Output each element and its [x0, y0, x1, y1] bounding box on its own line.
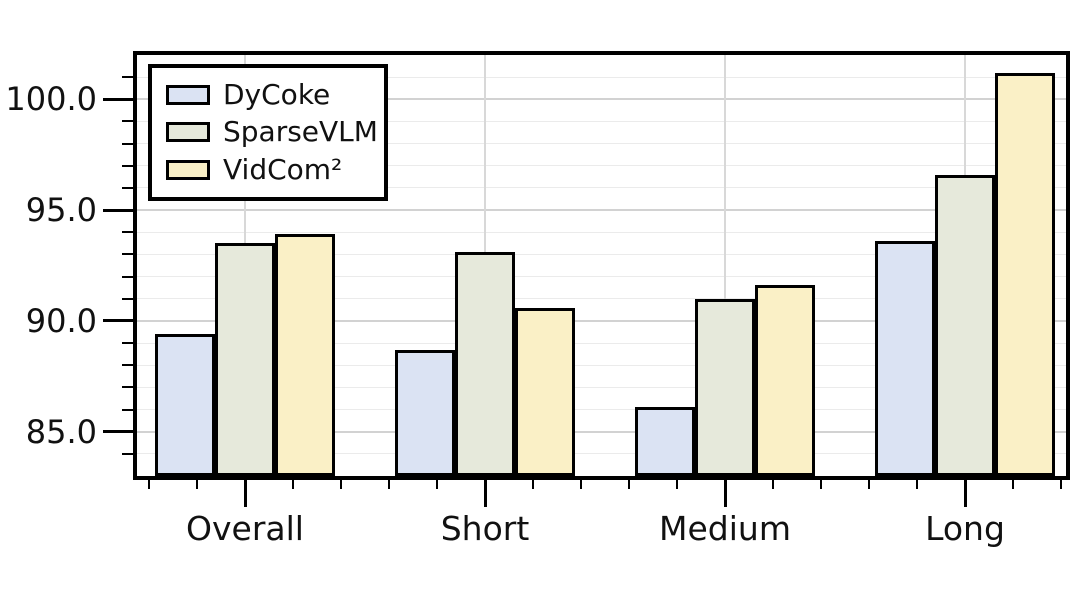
bar-medium-dycoke — [635, 407, 695, 476]
gridline-major — [137, 430, 1066, 433]
x-minor-tick — [436, 480, 438, 489]
bar-long-sparsevlm — [935, 174, 995, 476]
x-category-label: Medium — [659, 509, 791, 548]
legend-label: VidCom² — [223, 153, 343, 187]
y-minor-tick — [122, 452, 133, 455]
bar-long-dycoke — [875, 241, 935, 476]
bar-medium-vidcom — [755, 285, 815, 476]
y-major-tick — [103, 208, 133, 212]
y-minor-tick — [122, 120, 133, 123]
gridline-major — [137, 98, 1066, 101]
bar-overall-dycoke — [155, 334, 215, 476]
gridline-minor — [137, 386, 1066, 388]
x-category-label: Long — [925, 509, 1005, 548]
plot-area — [137, 55, 1066, 476]
gridline-minor — [137, 231, 1066, 233]
legend-label: SparseVLM — [223, 115, 378, 149]
bar-short-dycoke — [395, 349, 455, 476]
legend-item: DyCoke — [166, 77, 384, 111]
bar-short-vidcom — [515, 307, 575, 476]
y-minor-tick — [122, 253, 133, 256]
x-minor-tick — [580, 480, 582, 489]
x-minor-tick — [772, 480, 774, 489]
gridline-minor — [137, 165, 1066, 167]
y-tick-label: 90.0 — [25, 301, 97, 340]
gridline-minor — [137, 298, 1066, 300]
x-minor-tick — [388, 480, 390, 489]
gridline-minor — [137, 76, 1066, 78]
y-major-tick — [103, 430, 133, 434]
y-minor-tick — [122, 364, 133, 367]
gridline-vertical — [724, 55, 726, 476]
legend-item: VidCom² — [166, 156, 384, 184]
bar-overall-sparsevlm — [215, 243, 275, 476]
x-minor-tick — [820, 480, 822, 489]
gridline-minor — [137, 187, 1066, 189]
x-major-tick — [243, 480, 247, 507]
bar-medium-sparsevlm — [695, 298, 755, 476]
x-major-tick — [483, 480, 487, 507]
y-minor-tick — [122, 186, 133, 189]
y-minor-tick — [122, 164, 133, 167]
y-minor-tick — [122, 142, 133, 145]
x-minor-tick — [196, 480, 198, 489]
gridline-minor — [137, 453, 1066, 455]
x-minor-tick — [1060, 480, 1062, 489]
y-minor-tick — [122, 408, 133, 411]
gridline-minor — [137, 143, 1066, 145]
x-minor-tick — [148, 480, 150, 489]
x-minor-tick — [676, 480, 678, 489]
bar-long-vidcom — [995, 72, 1055, 476]
bar-overall-vidcom — [275, 234, 335, 476]
y-major-tick — [103, 319, 133, 323]
x-minor-tick — [628, 480, 630, 489]
y-minor-tick — [122, 275, 133, 278]
y-tick-label: 100.0 — [5, 80, 97, 119]
gridline-minor — [137, 276, 1066, 278]
x-minor-tick — [340, 480, 342, 489]
x-category-label: Short — [440, 509, 530, 548]
gridline-minor — [137, 120, 1066, 122]
gridline-minor — [137, 342, 1066, 344]
x-major-tick — [963, 480, 967, 507]
legend-swatch-vidcom — [166, 160, 210, 181]
x-minor-tick — [1012, 480, 1014, 489]
y-minor-tick — [122, 386, 133, 389]
x-minor-tick — [532, 480, 534, 489]
x-category-label: Overall — [186, 509, 304, 548]
x-minor-tick — [292, 480, 294, 489]
y-minor-tick — [122, 231, 133, 234]
legend-label: DyCoke — [223, 77, 331, 111]
gridline-minor — [137, 253, 1066, 255]
y-tick-label: 95.0 — [25, 191, 97, 230]
x-minor-tick — [916, 480, 918, 489]
x-minor-tick — [868, 480, 870, 489]
gridline-minor — [137, 409, 1066, 411]
x-major-tick — [723, 480, 727, 507]
legend: DyCoke SparseVLM VidCom² — [148, 64, 388, 201]
gridline-major — [137, 319, 1066, 322]
gridline-major — [137, 209, 1066, 212]
y-minor-tick — [122, 297, 133, 300]
legend-item: SparseVLM — [166, 118, 384, 146]
y-tick-label: 85.0 — [25, 412, 97, 451]
y-minor-tick — [122, 342, 133, 345]
y-minor-tick — [122, 76, 133, 79]
gridline-minor — [137, 364, 1066, 366]
legend-swatch-sparsevlm — [166, 122, 210, 143]
legend-swatch-dycoke — [166, 84, 210, 105]
bar-short-sparsevlm — [455, 252, 515, 476]
y-major-tick — [103, 97, 133, 101]
